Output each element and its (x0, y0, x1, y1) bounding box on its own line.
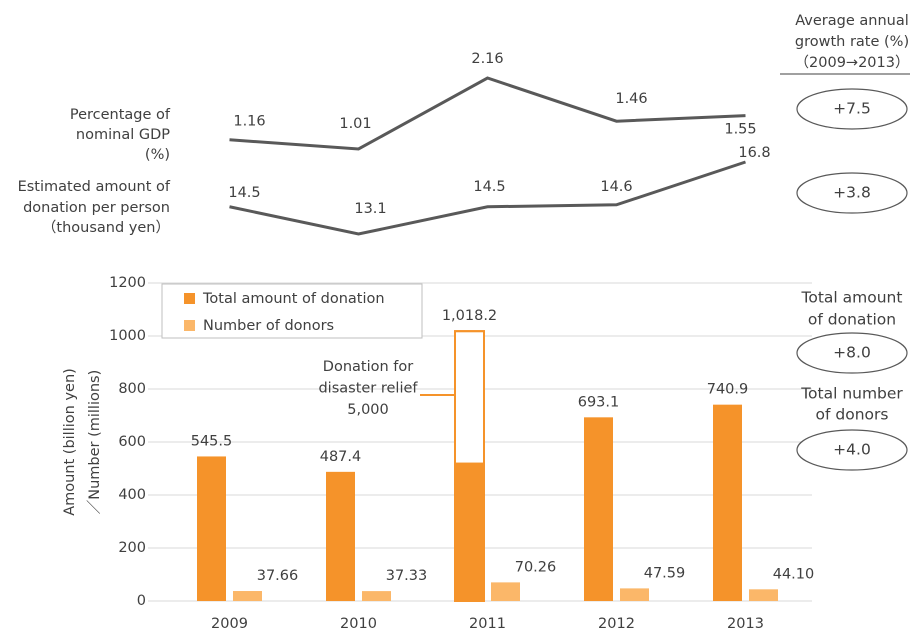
growth-value: +7.5 (833, 100, 871, 118)
x-tick-label: 2009 (211, 616, 248, 632)
data-label: 14.5 (228, 185, 260, 201)
annotation: disaster relief (318, 381, 418, 397)
annotation: Donation for (323, 359, 413, 375)
growth-heading: of donors (816, 406, 889, 424)
data-label: 545.5 (191, 433, 233, 449)
legend-swatch (184, 320, 195, 331)
bar (326, 471, 355, 601)
line (229, 160, 746, 236)
y-tick-label: 800 (118, 381, 146, 397)
y-tick-label: 0 (137, 593, 146, 609)
data-label: 13.1 (354, 201, 386, 217)
line-name: nominal GDP (76, 127, 170, 143)
growth-title: growth rate (%) (795, 34, 909, 50)
bar (233, 591, 262, 601)
data-label: 16.8 (738, 145, 770, 161)
x-tick-label: 2012 (598, 616, 635, 632)
data-label: 1.01 (339, 116, 371, 132)
bar (749, 589, 778, 601)
data-label: 487.4 (320, 449, 362, 465)
data-label: 37.66 (257, 568, 299, 584)
bar (713, 404, 742, 601)
line-name: donation per person (23, 200, 170, 216)
growth-oval (796, 332, 908, 374)
data-label: 1.46 (615, 91, 647, 107)
data-label: 44.10 (773, 566, 815, 582)
line-name: (%) (145, 147, 170, 163)
bar (197, 456, 226, 601)
legend-box (161, 283, 423, 339)
legend-swatch (184, 293, 195, 304)
bar (491, 582, 520, 601)
data-label: 1.16 (233, 114, 265, 130)
relief-segment (454, 330, 485, 465)
data-label: 47.59 (644, 565, 686, 581)
line (229, 76, 746, 151)
annotation: 5,000 (347, 402, 389, 418)
data-label: 37.33 (386, 568, 428, 584)
data-label: 740.9 (707, 382, 749, 398)
y-tick-label: 200 (118, 540, 146, 556)
x-tick-label: 2013 (727, 616, 764, 632)
line-name: Percentage of (70, 107, 171, 123)
data-label: 2.16 (471, 51, 503, 67)
y-axis-label: ／Number (millions) (86, 370, 103, 515)
data-label: 1,018.2 (442, 308, 497, 324)
data-label: 14.6 (600, 179, 632, 195)
growth-oval (796, 88, 908, 130)
growth-value: +8.0 (833, 344, 871, 362)
y-tick-label: 600 (118, 434, 146, 450)
y-tick-label: 1000 (109, 328, 146, 344)
legend-label: Number of donors (203, 318, 334, 334)
x-tick-label: 2010 (340, 616, 377, 632)
growth-value: +4.0 (833, 441, 871, 459)
growth-heading: Total number (800, 385, 903, 403)
legend-label: Total amount of donation (202, 291, 385, 307)
bar (620, 588, 649, 601)
growth-value: +3.8 (833, 184, 871, 202)
growth-oval (796, 429, 908, 471)
bar-segment (454, 462, 485, 602)
data-label: 14.5 (473, 179, 505, 195)
growth-heading: Total amount (801, 289, 903, 307)
growth-title: （2009→2013） (795, 54, 910, 71)
data-label: 693.1 (578, 394, 620, 410)
bar (584, 417, 613, 601)
x-tick-label: 2011 (469, 616, 506, 632)
y-axis-label: Amount (billion yen) (62, 368, 78, 516)
line-name: Estimated amount of (18, 179, 171, 195)
growth-heading: of donation (808, 311, 896, 329)
data-label: 1.55 (724, 122, 756, 138)
bar (362, 591, 391, 601)
line-name: （thousand yen） (42, 219, 170, 236)
growth-title: Average annual (795, 13, 909, 29)
growth-oval (796, 172, 908, 214)
y-tick-label: 400 (118, 487, 146, 503)
data-label: 70.26 (515, 559, 557, 575)
y-tick-label: 1200 (109, 275, 146, 291)
